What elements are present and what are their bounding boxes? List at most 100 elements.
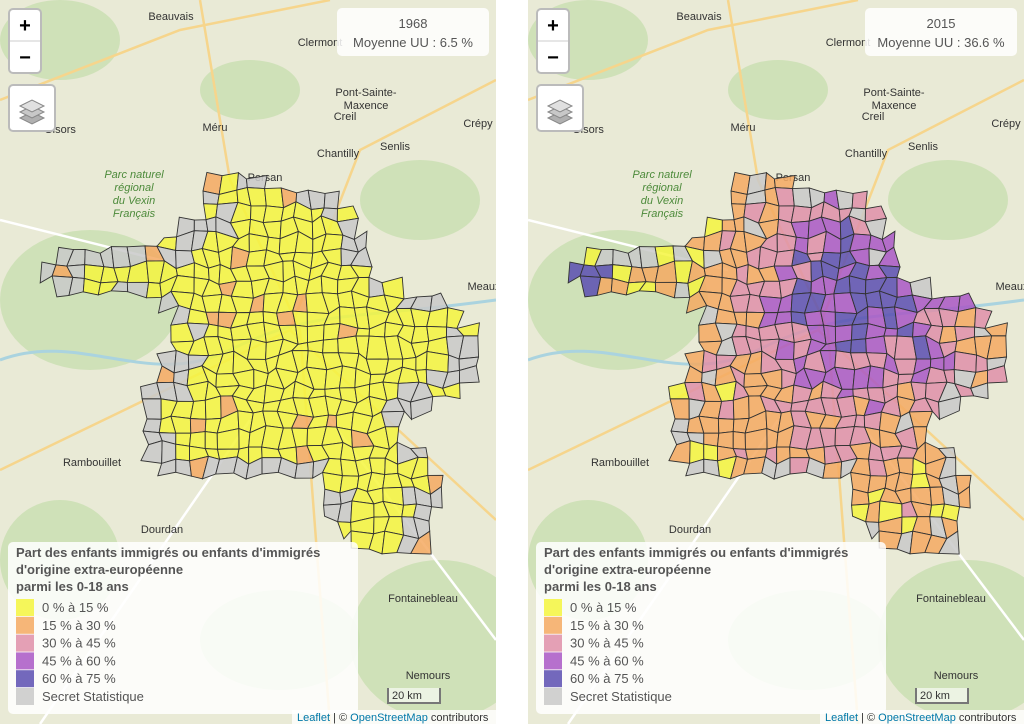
layers-icon — [546, 99, 574, 113]
commune[interactable] — [410, 530, 432, 555]
commune[interactable] — [938, 395, 962, 421]
map-right[interactable]: BeauvaisClermontGisorsPont-Sainte-Maxenc… — [528, 0, 1024, 724]
commune[interactable] — [865, 335, 888, 355]
commune[interactable] — [189, 418, 207, 434]
commune[interactable] — [792, 187, 813, 209]
commune[interactable] — [355, 327, 370, 337]
attribution-osm[interactable]: OpenStreetMap — [875, 712, 956, 724]
zoom-in[interactable]: + — [19, 15, 31, 37]
legend-label: 15 % à 30 % — [42, 618, 116, 633]
commune[interactable] — [893, 358, 917, 375]
scale-bar — [387, 688, 441, 704]
commune[interactable] — [307, 189, 326, 210]
commune[interactable] — [938, 325, 958, 344]
commune[interactable] — [774, 187, 795, 207]
commune[interactable] — [835, 189, 854, 210]
commune[interactable] — [986, 365, 1008, 384]
commune[interactable] — [204, 431, 218, 450]
commune[interactable] — [703, 443, 719, 462]
commune[interactable] — [953, 350, 978, 373]
place-label: Maxence — [872, 100, 917, 112]
legend-swatch — [544, 616, 562, 634]
commune[interactable] — [429, 485, 443, 509]
commune[interactable] — [732, 431, 746, 450]
commune[interactable] — [202, 171, 223, 196]
commune[interactable] — [262, 205, 285, 224]
commune[interactable] — [853, 414, 866, 428]
commune[interactable] — [246, 187, 267, 207]
commune[interactable] — [850, 338, 867, 354]
commune[interactable] — [866, 365, 885, 389]
attribution-leaflet[interactable]: Leaflet — [297, 712, 330, 724]
scale-label: 20 km — [392, 690, 422, 702]
commune[interactable] — [673, 281, 691, 299]
commune[interactable] — [851, 190, 868, 210]
commune[interactable] — [442, 382, 461, 400]
commune[interactable] — [338, 365, 357, 389]
commune[interactable] — [410, 325, 430, 344]
commune[interactable] — [365, 358, 389, 375]
place-label: Nemours — [406, 670, 451, 682]
map-left[interactable]: BeauvaisClermontGisorsPont-Sainte-Maxenc… — [0, 0, 496, 724]
place-label: Creil — [862, 111, 885, 123]
commune[interactable] — [458, 365, 480, 384]
commune[interactable] — [294, 461, 315, 479]
commune[interactable] — [730, 171, 751, 196]
zoom-out[interactable]: − — [19, 47, 31, 69]
info-box — [865, 8, 1017, 56]
place-label: Meaux — [995, 281, 1024, 293]
commune[interactable] — [189, 431, 206, 450]
place-label: Dourdan — [141, 524, 183, 536]
commune[interactable] — [193, 219, 209, 232]
commune[interactable] — [323, 190, 340, 210]
commune[interactable] — [823, 324, 836, 345]
legend-swatch — [16, 599, 34, 616]
commune[interactable] — [325, 414, 338, 428]
commune[interactable] — [938, 530, 960, 555]
commune[interactable] — [883, 327, 898, 337]
commune[interactable] — [717, 418, 735, 434]
forest — [200, 60, 300, 120]
zoom-out[interactable]: − — [547, 47, 559, 69]
commune[interactable] — [773, 249, 796, 267]
commune[interactable] — [834, 324, 853, 344]
commune[interactable] — [205, 216, 217, 233]
commune[interactable] — [175, 443, 191, 462]
commune[interactable] — [322, 338, 339, 354]
place-label: du Vexin — [113, 195, 155, 207]
commune[interactable] — [337, 335, 360, 355]
commune[interactable] — [145, 281, 163, 299]
commune[interactable] — [733, 216, 745, 233]
commune[interactable] — [822, 461, 843, 479]
commune[interactable] — [410, 395, 434, 421]
attribution-box — [820, 710, 1024, 724]
commune[interactable] — [721, 219, 737, 232]
commune[interactable] — [425, 350, 450, 373]
legend-swatch — [544, 688, 562, 705]
attribution-leaflet[interactable]: Leaflet — [825, 712, 858, 724]
legend-box — [8, 542, 358, 714]
commune[interactable] — [790, 205, 813, 224]
commune[interactable] — [245, 249, 268, 267]
commune[interactable] — [732, 395, 750, 420]
commune[interactable] — [306, 324, 325, 344]
commune[interactable] — [970, 382, 989, 400]
attribution-osm[interactable]: OpenStreetMap — [347, 712, 428, 724]
legend-title: parmi les 0-18 ans — [544, 579, 657, 594]
commune[interactable] — [204, 395, 222, 420]
layers-icon — [18, 99, 46, 113]
place-label: Pont-Sainte- — [863, 87, 924, 99]
legend-swatch — [16, 652, 34, 670]
commune[interactable] — [776, 233, 797, 253]
commune[interactable] — [248, 233, 269, 253]
attribution-box — [292, 710, 496, 724]
commune[interactable] — [957, 485, 971, 509]
commune[interactable] — [295, 324, 308, 345]
scale-label: 20 km — [920, 690, 950, 702]
commune[interactable] — [264, 187, 285, 209]
place-label: Chantilly — [845, 148, 888, 160]
zoom-in[interactable]: + — [547, 15, 559, 37]
commune[interactable] — [717, 431, 734, 450]
place-label: Chantilly — [317, 148, 360, 160]
